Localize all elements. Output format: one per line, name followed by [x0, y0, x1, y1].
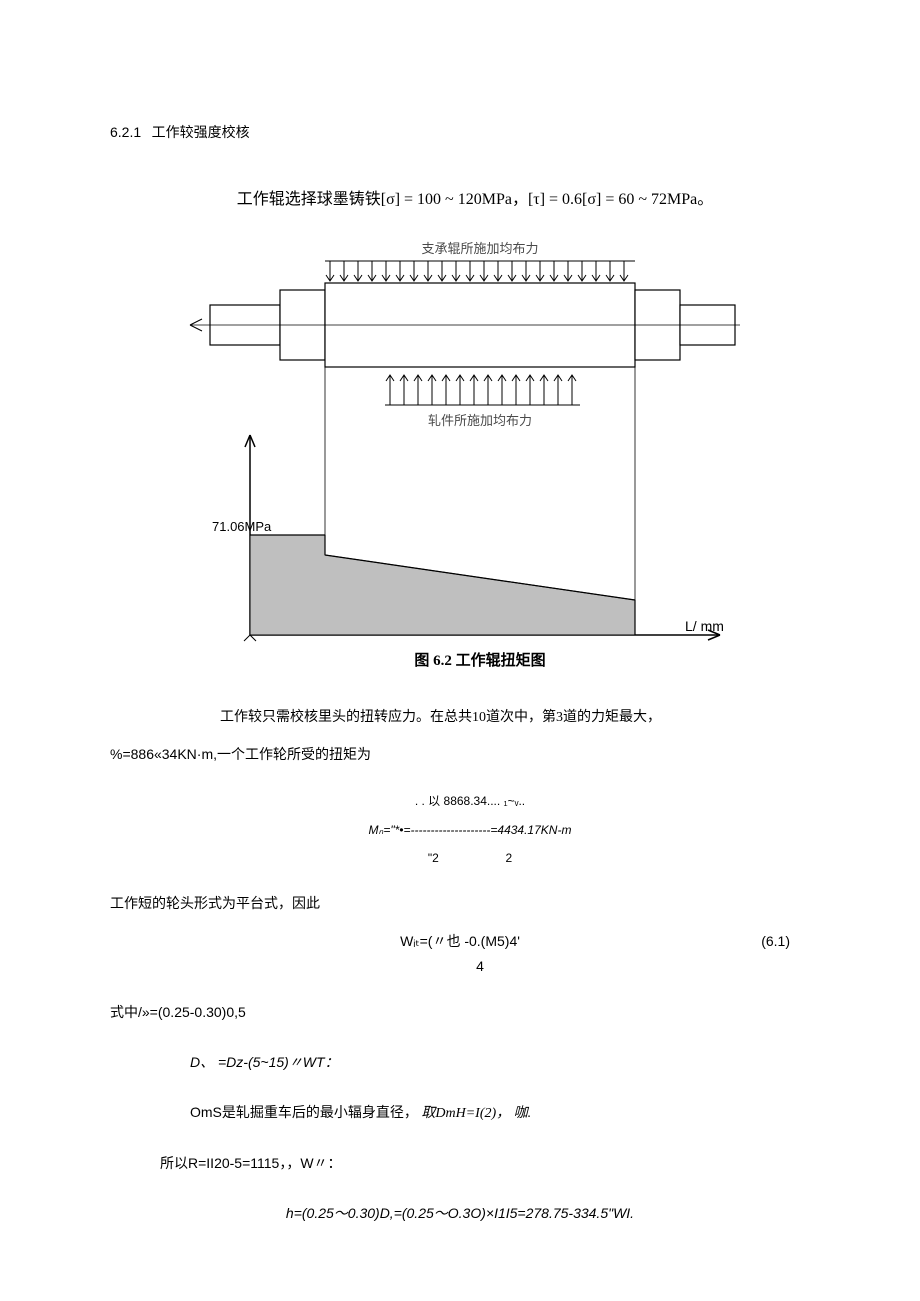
top-load-label: 支承辊所施加均布力: [421, 241, 538, 256]
formula-wit: Wᵢₜ=(〃也 -0.(M5)4' (6.1) 4: [110, 929, 810, 979]
section-heading: 6.2.1 工作较强度校核: [110, 120, 810, 146]
paragraph-3: 工作短的轮头形式为平台式，因此: [110, 892, 810, 917]
paragraph-6: OmS是轧掘重车后的最小辐身直径， 取DmH=I(2)， 咖.: [110, 1100, 810, 1126]
formula2-main: Wᵢₜ=(〃也 -0.(M5)4': [400, 933, 520, 949]
figure-6-2: 支承辊所施加均布力: [110, 235, 810, 675]
p6-part-a: OmS是轧掘重车后的最小辐身直径，: [190, 1104, 418, 1120]
section-title: 工作较强度校核: [152, 126, 250, 141]
bottom-load-arrows: [385, 375, 580, 405]
formula1-line1: . . 以 8868.34.... ₁~ᵥ..: [415, 794, 525, 808]
stress-value-label: 71.06MPa: [212, 519, 272, 534]
torque-diagram-svg: 支承辊所施加均布力: [180, 235, 740, 675]
equation-number: (6.1): [761, 929, 790, 954]
torque-chart: 71.06MPa L/ mm: [212, 435, 724, 641]
paragraph-2: %=886«34KN·m,一个工作轮所受的扭矩为: [110, 742, 810, 767]
x-axis-label: L/ mm: [685, 618, 724, 634]
paragraph-7: 所以R=II20-5=1115，，W〃：: [110, 1151, 810, 1176]
paragraph-4: 式中/»=(0.25-0.30)0,5: [110, 1000, 810, 1025]
document-page: 6.2.1 工作较强度校核 工作辊选择球墨铸铁[σ] = 100 ~ 120MP…: [0, 0, 920, 1299]
paragraph-1: 工作较只需校核里头的扭转应力。在总共10道次中，第3道的力矩最大，: [110, 705, 810, 730]
material-spec-line: 工作辊选择球墨铸铁[σ] = 100 ~ 120MPa，[τ] = 0.6[σ]…: [110, 186, 810, 215]
formula2-sub: 4: [110, 954, 810, 979]
p6-part-b: 取DmH=I(2)， 咖.: [421, 1106, 531, 1121]
formula1-line3: "2 2: [428, 851, 512, 865]
bottom-load-label: 轧件所施加均布力: [428, 413, 532, 428]
formula-mn: . . 以 8868.34.... ₁~ᵥ.. Mₙ="*•=---------…: [110, 779, 810, 880]
figure-caption: 图 6.2 工作辊扭矩图: [414, 651, 545, 669]
paragraph-8: h=(0.25～0.30)D,=(0.25～O.3O)×I1I5=278.75-…: [110, 1201, 810, 1226]
paragraph-5: D、 =Dz-(5~15)〃WT：: [110, 1050, 810, 1075]
formula1-line2: Mₙ="*•=--------------------=4434.17KN-m: [369, 823, 572, 837]
section-number: 6.2.1: [110, 124, 141, 140]
top-load-arrows: [326, 261, 628, 281]
